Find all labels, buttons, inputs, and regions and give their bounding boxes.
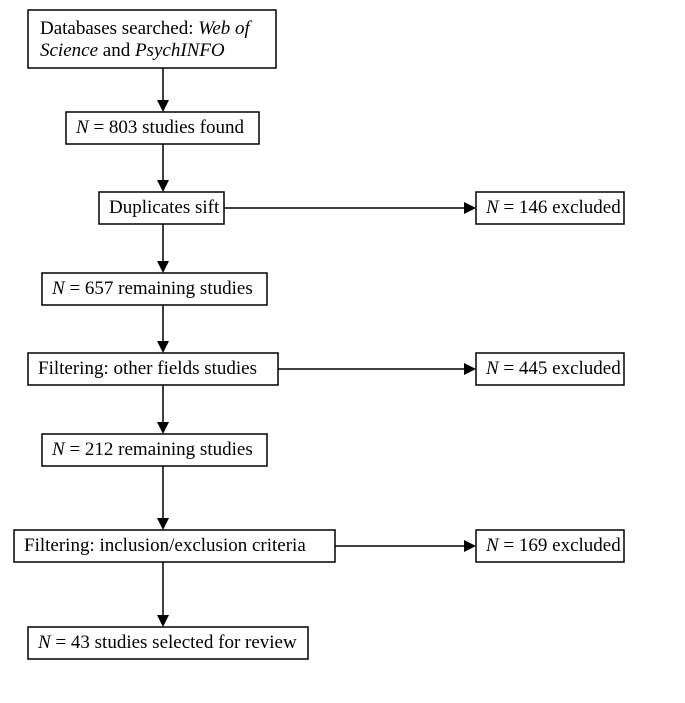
node-selected: N = 43 studies selected for review [28,627,308,659]
node-filt-other: Filtering: other fields studies [28,353,278,385]
node-databases: Databases searched: Web of Science and P… [28,10,276,68]
node-rem657: N = 657 remaining studies [42,273,267,305]
svg-text:N = 212 remaining studies: N = 212 remaining studies [51,439,253,460]
node-exc445: N = 445 excluded [476,353,624,385]
svg-text:N = 43 studies selected for re: N = 43 studies selected for review [37,632,297,653]
svg-text:N = 803 studies found: N = 803 studies found [75,117,245,138]
node-exc146: N = 146 excluded [476,192,624,224]
databases-line2-plain: and [98,40,135,61]
svg-text:N = 169 excluded: N = 169 excluded [485,535,621,556]
node-filt-crit: Filtering: inclusion/exclusion criteria [14,530,335,562]
svg-text:Duplicates sift: Duplicates sift [109,197,220,218]
databases-line1-italic: Web of [198,18,252,39]
databases-line2-it-b: PsychINFO [134,40,225,61]
svg-text:Science and PsychINFO: Science and PsychINFO [40,40,225,61]
svg-text:Filtering: other fields studie: Filtering: other fields studies [38,358,257,379]
svg-text:Databases searched: Web of: Databases searched: Web of [40,18,253,39]
svg-text:Filtering: inclusion/exclusion: Filtering: inclusion/exclusion criteria [24,535,306,556]
databases-line1-plain: Databases searched: [40,18,198,39]
node-found: N = 803 studies found [66,112,259,144]
node-rem212: N = 212 remaining studies [42,434,267,466]
node-dupsift: Duplicates sift [99,192,224,224]
flowchart-canvas: Databases searched: Web of Science and P… [0,0,685,703]
svg-text:N = 445 excluded: N = 445 excluded [485,358,621,379]
node-exc169: N = 169 excluded [476,530,624,562]
svg-text:N = 146 excluded: N = 146 excluded [485,197,621,218]
svg-text:N = 657 remaining studies: N = 657 remaining studies [51,278,253,299]
databases-line2-it-a: Science [40,40,98,61]
